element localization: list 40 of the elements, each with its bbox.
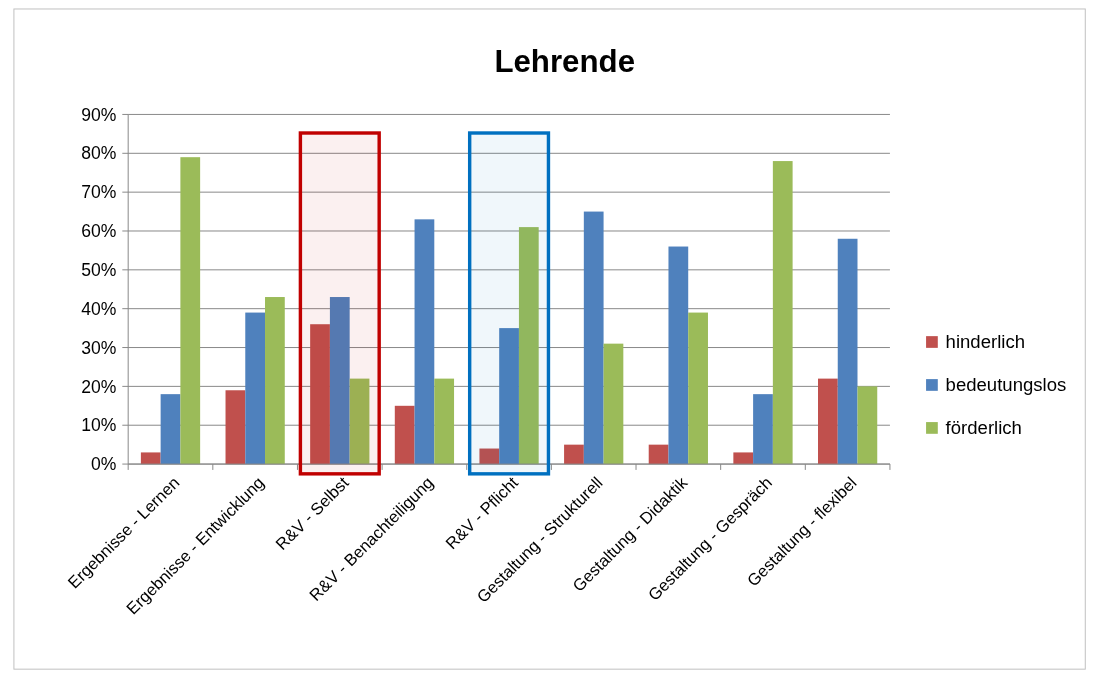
- bar: [225, 390, 246, 465]
- legend-label: förderlich: [945, 417, 1022, 439]
- y-tick-label: 70%: [81, 182, 117, 203]
- bar: [564, 444, 584, 465]
- y-tick-label: 0%: [91, 454, 117, 475]
- bar: [733, 452, 754, 465]
- bar: [349, 378, 370, 465]
- bar: [245, 312, 266, 465]
- bar: [434, 378, 455, 465]
- chart-title: Lehrende: [494, 44, 636, 80]
- bar: [140, 452, 161, 465]
- bar: [265, 297, 285, 465]
- bar: [772, 161, 793, 465]
- bar: [180, 157, 201, 465]
- y-tick-label: 90%: [81, 104, 117, 125]
- bar: [837, 238, 858, 465]
- bar: [688, 312, 708, 465]
- y-tick-label: 20%: [81, 376, 117, 397]
- y-tick-label: 80%: [81, 143, 117, 164]
- bar: [414, 219, 435, 465]
- legend-label: hinderlich: [945, 331, 1025, 353]
- bar: [394, 405, 415, 465]
- bar: [753, 394, 773, 465]
- bar: [603, 343, 624, 465]
- bar: [518, 227, 539, 465]
- bar: [310, 324, 330, 465]
- bar: [479, 448, 500, 465]
- y-tick-label: 60%: [81, 221, 117, 242]
- bar: [160, 394, 181, 465]
- bar: [857, 386, 878, 465]
- y-tick-label: 40%: [81, 298, 117, 319]
- bar: [668, 246, 689, 465]
- bar: [499, 328, 519, 465]
- y-tick-label: 50%: [81, 259, 117, 280]
- legend-label: bedeutungslos: [945, 374, 1067, 396]
- bar: [583, 211, 604, 465]
- y-tick-label: 30%: [81, 337, 117, 358]
- y-tick-label: 10%: [81, 415, 117, 436]
- bar: [329, 297, 350, 465]
- bar: [818, 378, 838, 465]
